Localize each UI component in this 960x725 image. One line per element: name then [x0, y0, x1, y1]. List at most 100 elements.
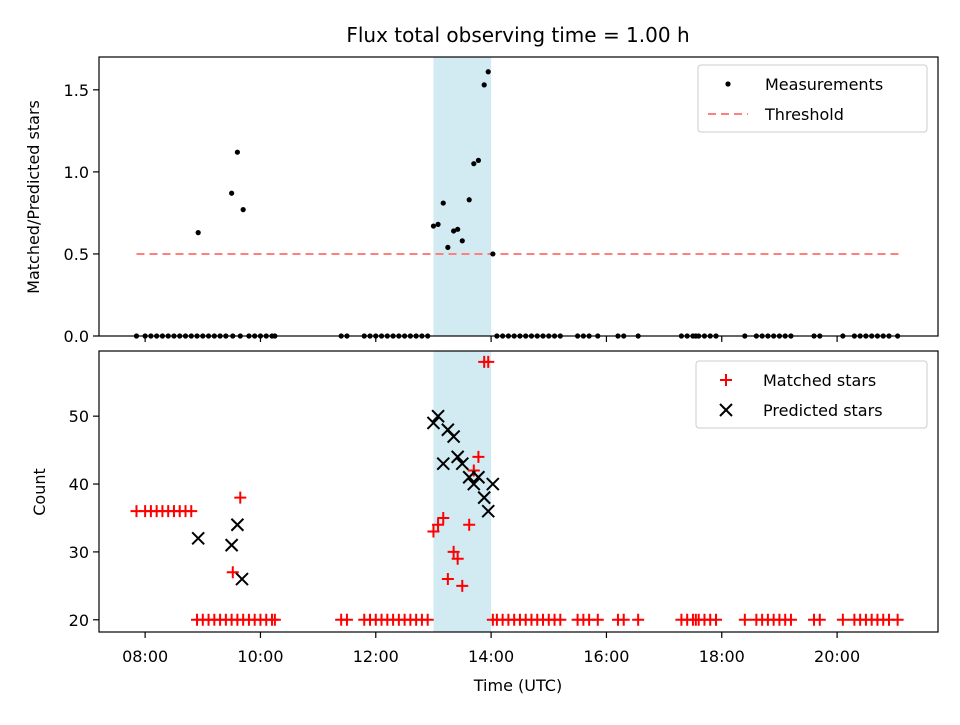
matched-star-point [456, 579, 469, 592]
measurement-point [195, 230, 201, 236]
measurement-point [229, 190, 235, 196]
top-y-tick-label: 1.5 [64, 81, 89, 100]
measurement-point [466, 197, 472, 203]
bottom-plot-frame [98, 350, 939, 633]
predicted-star-point [486, 477, 500, 491]
matched-star-point [447, 545, 460, 558]
measurement-point [445, 244, 451, 250]
top-y-ticks: 0.0 0.5 1.0 1.5 [64, 81, 99, 346]
top-legend: Measurements Threshold [697, 64, 928, 133]
measurement-point [440, 200, 446, 206]
top-y-tick-label: 1.0 [64, 163, 89, 182]
matched-star-point [591, 613, 604, 626]
matched-star-point [813, 613, 826, 626]
x-axis-label: Time (UTC) [473, 676, 562, 695]
measurement-point [430, 223, 437, 229]
bottom-x-ticks: 08:00 10:00 12:00 14:00 16:00 18:00 20:00 [122, 632, 860, 666]
matched-star-point [482, 355, 495, 368]
bottom-y-axis-label: Count [30, 468, 49, 516]
measurement-point [485, 69, 491, 75]
matched-star-point [738, 613, 751, 626]
x-tick-label: 20:00 [814, 647, 860, 666]
matched-star-point [709, 613, 722, 626]
bottom-panel: 20 30 40 50 08:00 10:00 12:00 14:00 16:00 18:00 2… [30, 350, 939, 695]
measurement-point [471, 161, 477, 167]
bottom-y-tick-label: 30 [69, 543, 89, 562]
top-panel: 0.0 0.5 1.0 1.5 Matched/Predicted stars Mea… [24, 56, 939, 346]
matched-star-point [463, 518, 476, 531]
bottom-y-tick-label: 50 [69, 407, 89, 426]
matched-star-point [472, 450, 485, 463]
top-y-axis-label: Matched/Predicted stars [24, 100, 43, 294]
top-legend-box [697, 64, 928, 133]
predicted-star-point [471, 470, 486, 484]
predicted-star-point [467, 477, 481, 491]
bottom-y-ticks: 20 30 40 50 [69, 407, 99, 630]
predicted-star-point [235, 572, 249, 586]
predicted-star-point [477, 490, 491, 505]
matched-star-point [432, 518, 445, 531]
matched-star-point [340, 613, 353, 626]
legend-predicted-label: Predicted stars [763, 401, 883, 420]
x-tick-label: 12:00 [353, 647, 399, 666]
predicted-star-point [224, 538, 239, 552]
matched-stars-series [130, 355, 904, 626]
predicted-star-point [481, 504, 495, 518]
matched-star-point [451, 552, 464, 565]
legend-predicted-marker [719, 403, 733, 417]
predicted-star-point [436, 456, 450, 471]
predicted-star-point [450, 450, 465, 464]
chart-title: Flux total observing time = 1.00 h [346, 23, 689, 47]
measurement-point [490, 251, 496, 257]
legend-threshold-label: Threshold [764, 105, 844, 124]
top-plot-frame [98, 56, 939, 337]
legend-measurements-marker [725, 81, 731, 87]
predicted-star-point [446, 429, 461, 444]
measurement-point [240, 207, 246, 213]
measurement-point [234, 149, 240, 155]
matched-star-point [185, 505, 198, 518]
bottom-legend-box [695, 360, 928, 429]
x-tick-label: 08:00 [122, 647, 168, 666]
matched-star-point [617, 613, 630, 626]
legend-matched-marker [720, 374, 732, 386]
matched-star-point [427, 525, 440, 538]
matched-star-point [226, 566, 239, 579]
predicted-star-point [191, 531, 205, 546]
x-tick-label: 10:00 [237, 647, 283, 666]
matched-star-point [234, 491, 247, 504]
measurement-point [481, 82, 487, 88]
matched-star-point [268, 613, 281, 626]
bottom-y-tick-label: 20 [69, 611, 89, 630]
measurement-point [435, 221, 441, 227]
predicted-star-point [455, 456, 469, 471]
measurement-point [475, 157, 482, 163]
top-y-tick-label: 0.5 [64, 245, 89, 264]
matched-star-point [421, 613, 434, 626]
matched-star-point [891, 613, 904, 626]
matched-star-point [836, 613, 849, 626]
matched-star-point [441, 573, 454, 586]
x-tick-label: 18:00 [699, 647, 745, 666]
measurement-point [455, 226, 461, 232]
top-highlight-span [433, 57, 492, 336]
top-x-ticks [144, 336, 838, 342]
predicted-star-point [431, 409, 445, 423]
matched-star-point [467, 464, 480, 477]
measurement-point [451, 228, 457, 234]
predicted-star-point [426, 416, 441, 430]
bottom-y-tick-label: 40 [69, 475, 89, 494]
predicted-star-point [230, 518, 245, 532]
legend-measurements-label: Measurements [765, 75, 883, 94]
x-tick-label: 16:00 [583, 647, 629, 666]
legend-matched-label: Matched stars [763, 371, 876, 390]
bottom-legend: Matched stars Predicted stars [695, 360, 928, 429]
matched-star-point [784, 613, 797, 626]
measurement-point [459, 238, 465, 244]
x-tick-label: 14:00 [468, 647, 514, 666]
predicted-stars-series [191, 409, 500, 586]
matched-star-point [632, 613, 645, 626]
matched-star-point [554, 613, 567, 626]
matched-star-point [437, 511, 450, 524]
